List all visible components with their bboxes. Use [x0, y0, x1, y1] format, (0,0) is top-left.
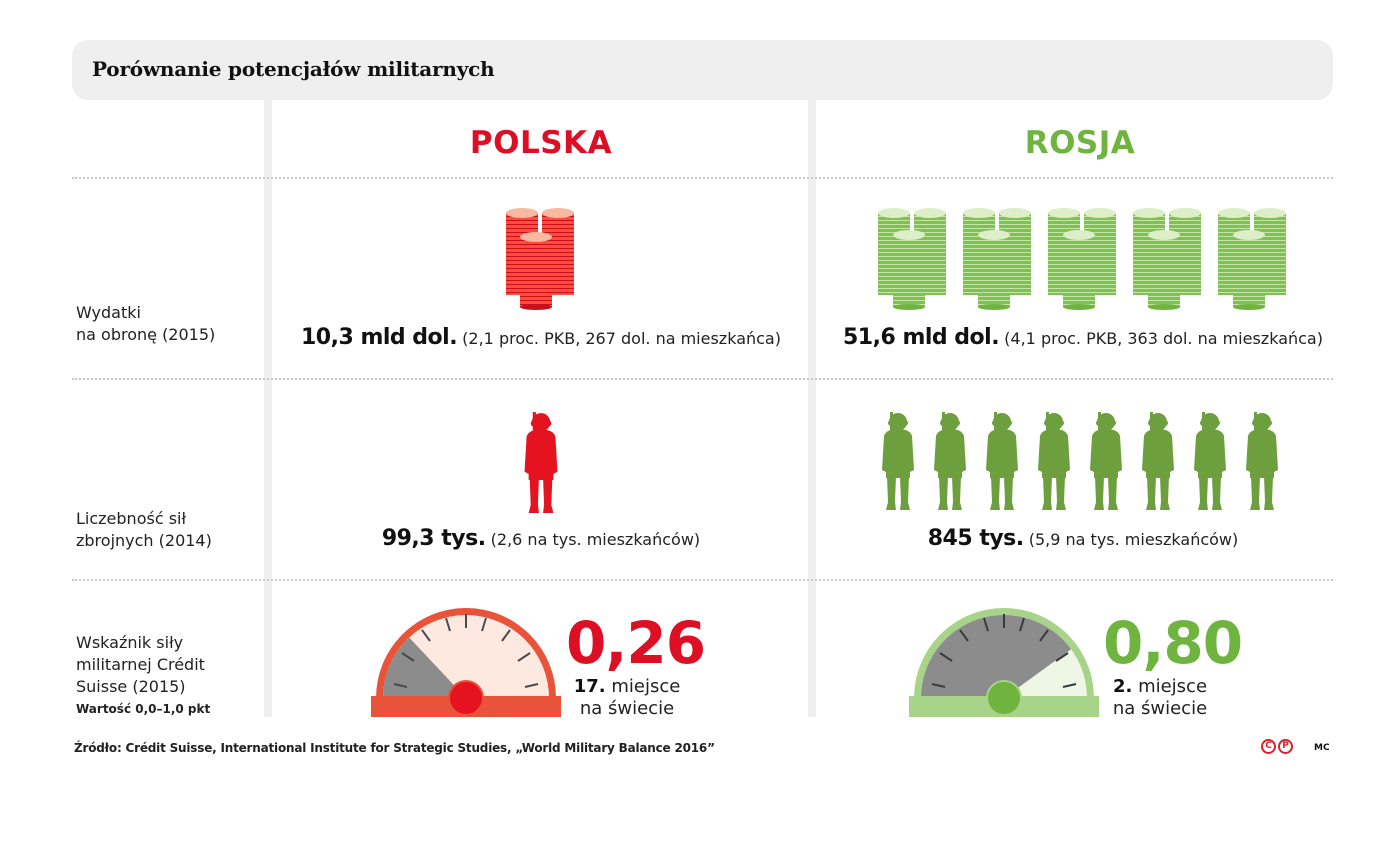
rank-text: na świecie	[1112, 698, 1208, 719]
country-header-poland: POLSKA	[469, 125, 613, 161]
soldier-icon	[1194, 412, 1226, 510]
stat-detail: (4,1 proc. PKB, 363 dol. na mieszkańca)	[1004, 329, 1323, 348]
stat-russia-spending: 51,6 mld dol. (4,1 proc. PKB, 363 dol. n…	[838, 325, 1328, 350]
coin-stacks-icon	[506, 208, 574, 310]
page-title: Porównanie potencjałów militarnych	[92, 57, 495, 81]
soldier-icon	[1246, 412, 1278, 510]
row-label-spending: Wydatki na obronę (2015)	[76, 302, 215, 346]
gauge-rank-poland: 17. miejsce na świecie	[572, 676, 682, 720]
stat-value: 99,3 tys.	[381, 526, 486, 551]
rank-text: miejsce	[1138, 676, 1208, 697]
gauge-icon-poland	[371, 608, 561, 717]
stat-detail: (2,6 na tys. mieszkańców)	[490, 530, 701, 549]
stat-detail: (5,9 na tys. mieszkańców)	[1028, 530, 1239, 549]
soldier-icon	[1142, 412, 1174, 510]
soldier-icon	[1090, 412, 1122, 510]
row-label-line: Wskaźnik siły	[76, 633, 184, 652]
row-label-line: Wydatki	[76, 303, 141, 322]
soldier-icon	[986, 412, 1018, 510]
stat-poland-troops: 99,3 tys. (2,6 na tys. mieszkańców)	[296, 526, 786, 551]
rank-text: na świecie	[579, 698, 675, 719]
column-divider-right	[808, 100, 816, 717]
stat-value: 51,6 mld dol.	[843, 325, 1000, 350]
soldier-icon	[934, 412, 966, 510]
stat-poland-spending: 10,3 mld dol. (2,1 proc. PKB, 267 dol. n…	[296, 325, 786, 350]
copyright-icons: C P	[1261, 739, 1293, 754]
row-sublabel: Wartość 0,0–1,0 pkt	[76, 702, 211, 716]
author-initials: MC	[1314, 743, 1330, 753]
row-label-line: Suisse (2015)	[76, 677, 186, 696]
rank-number: 2.	[1112, 676, 1133, 697]
soldier-icon	[1038, 412, 1070, 510]
gauge-value-russia: 0,80	[1103, 609, 1243, 677]
phonogram-icon: P	[1278, 739, 1293, 754]
row-label-line: Liczebność sił	[76, 509, 187, 528]
title-bar: Porównanie potencjałów militarnych	[72, 40, 1333, 100]
soldier-icon-group	[878, 410, 1282, 512]
stat-value: 10,3 mld dol.	[301, 325, 458, 350]
row-separator	[72, 579, 1333, 581]
row-label-line: na obronę (2015)	[76, 325, 216, 344]
row-label-line: militarnej Crédit	[76, 655, 205, 674]
soldier-icon	[882, 412, 914, 510]
copyright-icon: C	[1261, 739, 1276, 754]
gauge-rank-russia: 2. miejsce na świecie	[1105, 676, 1215, 720]
gauge-icon-russia	[909, 608, 1099, 717]
rank-text: miejsce	[611, 676, 681, 697]
stat-value: 845 tys.	[927, 526, 1024, 551]
column-divider-left	[264, 100, 272, 717]
row-label-line: zbrojnych (2014)	[76, 531, 212, 550]
stat-russia-troops: 845 tys. (5,9 na tys. mieszkańców)	[838, 526, 1328, 551]
soldier-icon	[524, 412, 558, 513]
country-header-russia: ROSJA	[1024, 125, 1136, 161]
source-note: Źródło: Crédit Suisse, International Ins…	[74, 741, 715, 755]
stat-detail: (2,1 proc. PKB, 267 dol. na mieszkańca)	[462, 329, 781, 348]
row-separator	[72, 177, 1333, 179]
row-label-strength: Wskaźnik siły militarnej Crédit Suisse (…	[76, 632, 210, 718]
row-separator	[72, 378, 1333, 380]
row-label-troops: Liczebność sił zbrojnych (2014)	[76, 508, 212, 552]
rank-number: 17.	[573, 676, 606, 697]
gauge-value-poland: 0,26	[566, 609, 706, 677]
coin-stacks-icon-group	[878, 208, 1286, 310]
